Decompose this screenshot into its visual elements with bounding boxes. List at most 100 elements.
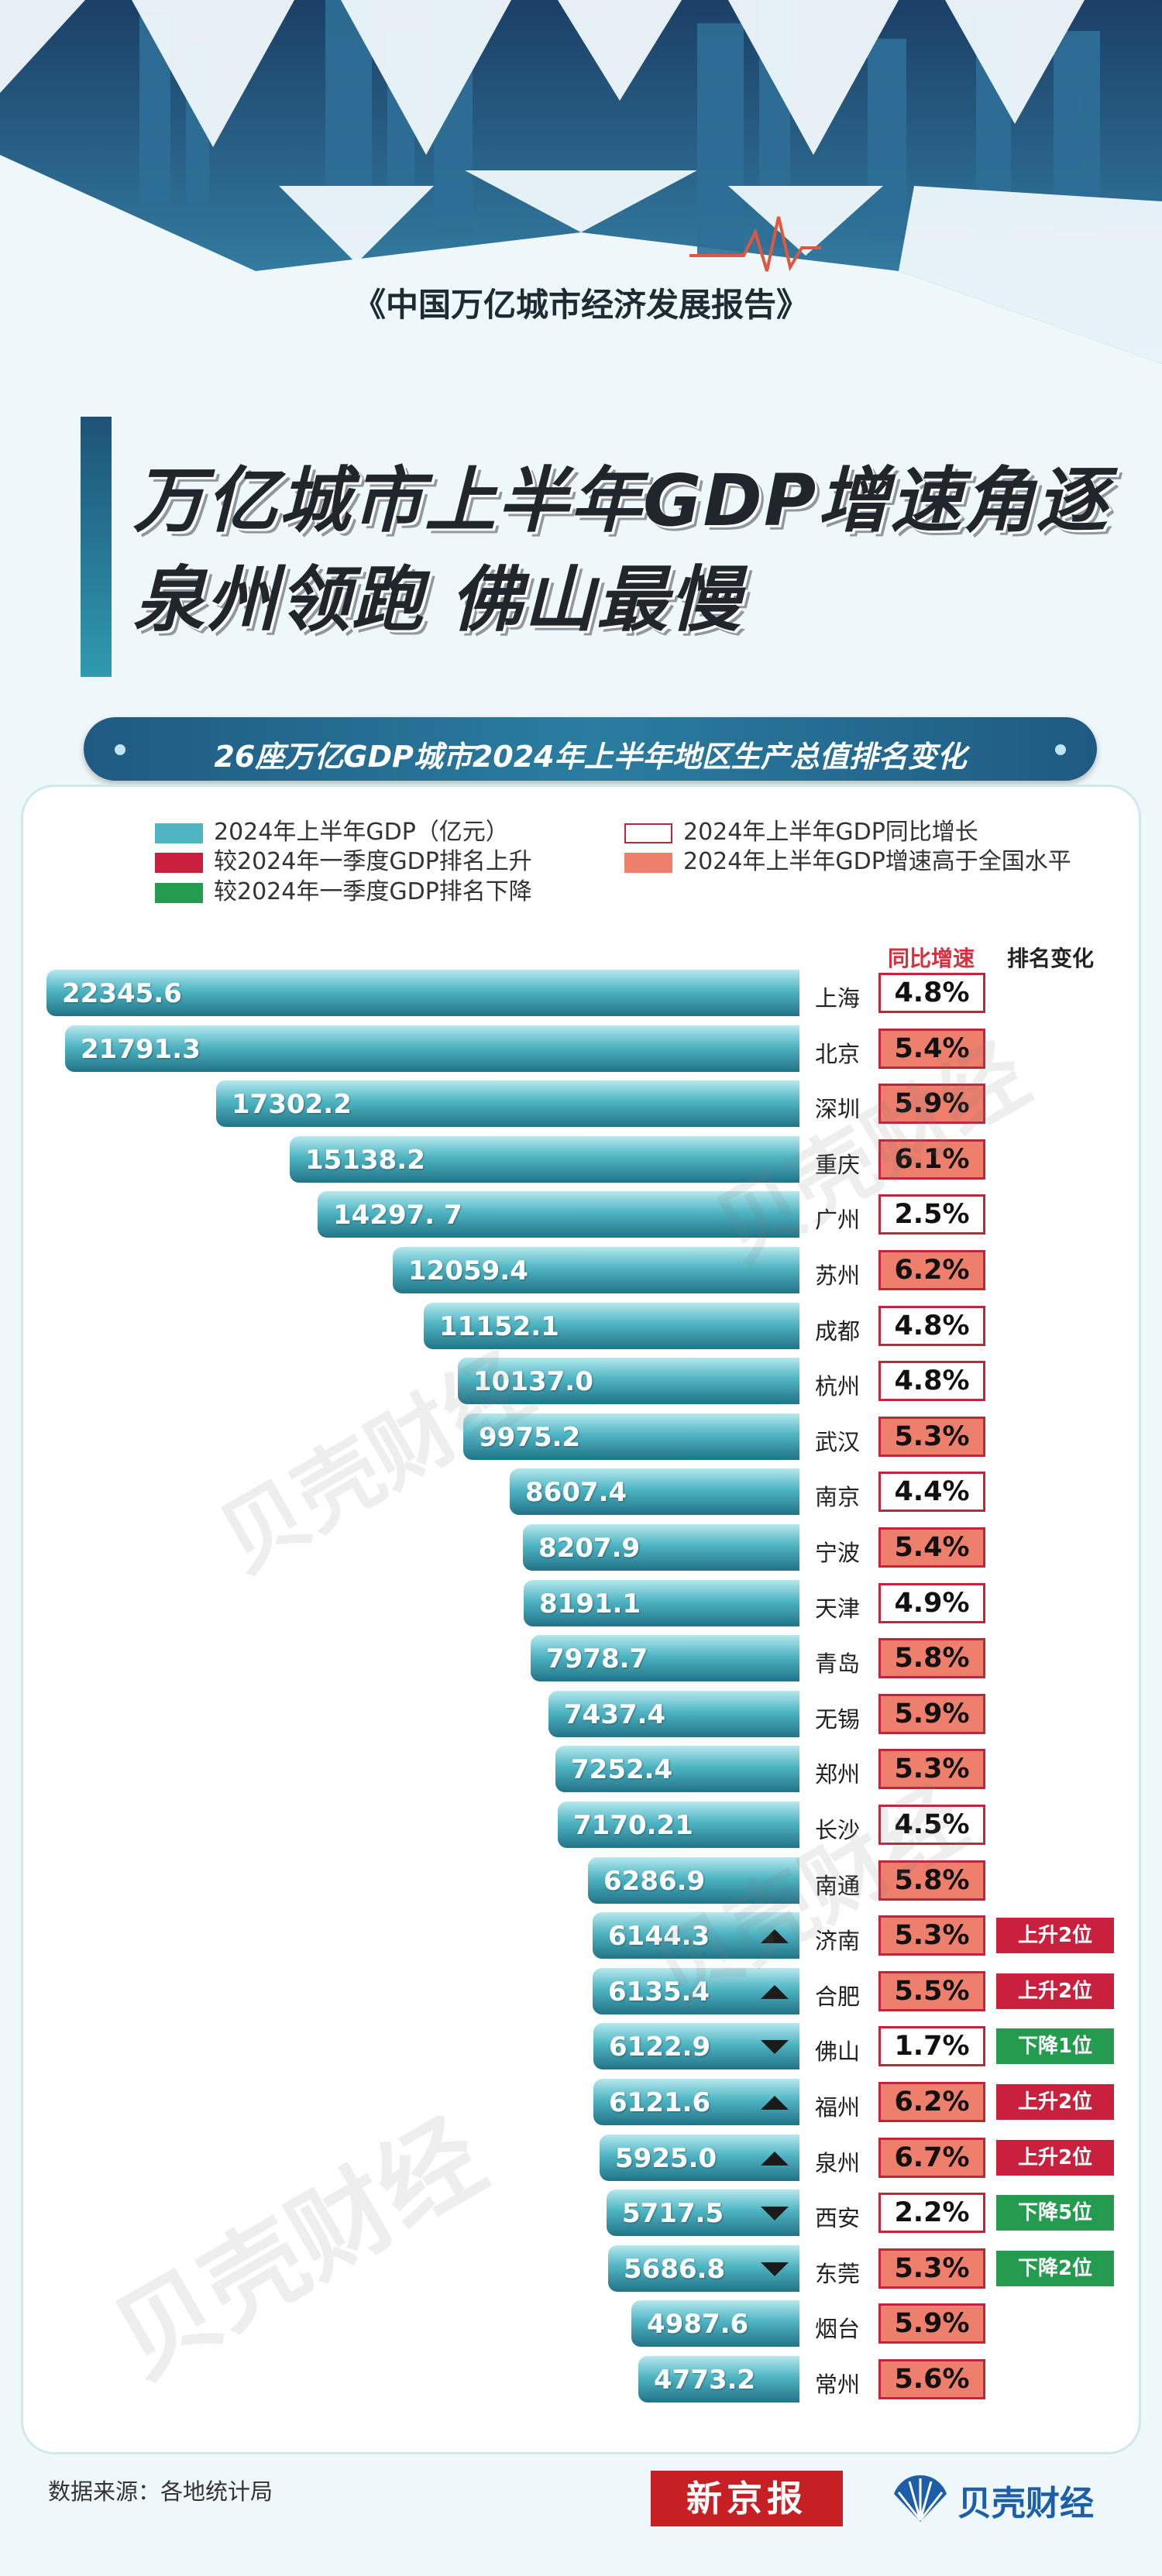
gdp-value-label: 7252.4 <box>571 1754 673 1785</box>
bar-row: 15138.2 重庆 6.1% <box>0 1136 1162 1183</box>
gdp-value-label: 7170.21 <box>573 1810 693 1841</box>
triangle-down-icon <box>761 2207 789 2221</box>
rank-up-badge: 上升2位 <box>996 2140 1114 2176</box>
growth-rate-box: 5.4% <box>878 1527 985 1568</box>
triangle-up-icon <box>761 2152 789 2166</box>
growth-rate-box: 2.2% <box>878 2193 985 2233</box>
chart-subtitle: 26座万亿GDP城市2024年上半年地区生产总值排名变化 <box>214 740 967 774</box>
city-label: 东莞 <box>815 2261 861 2287</box>
gdp-value-label: 8607.4 <box>525 1477 627 1508</box>
gdp-bar <box>393 1247 799 1293</box>
gdp-bar <box>216 1080 799 1127</box>
city-label: 济南 <box>815 1928 861 1954</box>
bar-row: 8207.9 宁波 5.4% <box>0 1524 1162 1571</box>
city-label: 南通 <box>815 1873 861 1899</box>
rank-down-badge: 下降5位 <box>996 2195 1114 2231</box>
gdp-value-label: 5925.0 <box>615 2143 717 2174</box>
triangle-up-icon <box>761 2096 789 2110</box>
gdp-value-label: 14297. 7 <box>333 1200 462 1231</box>
city-label: 福州 <box>815 2094 861 2121</box>
bar-row: 7252.4 郑州 5.3% <box>0 1746 1162 1792</box>
triangle-up-icon <box>761 1985 789 1999</box>
bar-row: 22345.6 上海 4.8% <box>0 970 1162 1016</box>
bar-row: 7170.21 长沙 4.5% <box>0 1801 1162 1848</box>
gdp-value-label: 8207.9 <box>538 1533 641 1564</box>
gdp-value-label: 6144.3 <box>608 1921 710 1952</box>
legend-label-growth-above: 2024年上半年GDP增速高于全国水平 <box>683 848 1071 875</box>
gdp-value-label: 6135.4 <box>608 1977 710 2008</box>
bar-row: 6286.9 南通 5.8% <box>0 1857 1162 1904</box>
legend-swatch-growth-above <box>624 853 672 873</box>
rank-down-badge: 下降2位 <box>996 2251 1114 2286</box>
bar-row: 4987.6 烟台 5.9% <box>0 2300 1162 2347</box>
rank-up-badge: 上升2位 <box>996 1918 1114 1953</box>
gdp-value-label: 10137.0 <box>473 1366 593 1397</box>
growth-rate-box: 5.9% <box>878 2303 985 2344</box>
city-label: 青岛 <box>815 1650 861 1677</box>
city-label: 南京 <box>815 1484 861 1510</box>
bar-row: 6121.6 福州 6.2% 上升2位 <box>0 2079 1162 2125</box>
growth-rate-box: 5.5% <box>878 1971 985 2011</box>
gdp-bar <box>463 1413 799 1460</box>
growth-rate-box: 5.3% <box>878 1749 985 1789</box>
legend-swatch-gdp <box>155 823 203 843</box>
bar-row: 12059.4 苏州 6.2% <box>0 1247 1162 1293</box>
legend-swatch-growth <box>624 823 672 843</box>
bar-row: 17302.2 深圳 5.9% <box>0 1080 1162 1127</box>
gdp-value-label: 9975.2 <box>479 1422 581 1453</box>
growth-rate-box: 4.4% <box>878 1472 985 1512</box>
growth-rate-box: 5.3% <box>878 1417 985 1457</box>
bar-row: 21791.3 北京 5.4% <box>0 1025 1162 1072</box>
gdp-value-label: 7437.4 <box>564 1699 666 1730</box>
gdp-value-label: 21791.3 <box>81 1034 201 1065</box>
gdp-bar <box>548 1691 799 1737</box>
gdp-value-label: 15138.2 <box>305 1145 425 1176</box>
gdp-bar <box>555 1746 799 1792</box>
bar-row: 6122.9 佛山 1.7% 下降1位 <box>0 2023 1162 2069</box>
rank-up-badge: 上升2位 <box>996 2084 1114 2120</box>
bar-row: 14297. 7 广州 2.5% <box>0 1191 1162 1238</box>
city-label: 宁波 <box>815 1540 861 1566</box>
city-label: 苏州 <box>815 1262 861 1289</box>
city-label: 广州 <box>815 1207 861 1233</box>
bar-row: 9975.2 武汉 5.3% <box>0 1413 1162 1460</box>
city-label: 佛山 <box>815 2038 861 2065</box>
rank-up-badge: 上升2位 <box>996 1973 1114 2009</box>
city-label: 上海 <box>815 985 861 1012</box>
gdp-value-label: 11152.1 <box>439 1311 559 1342</box>
growth-rate-box: 6.2% <box>878 1250 985 1290</box>
legend-swatch-rank-up <box>155 853 203 873</box>
triangle-up-icon <box>761 1929 789 1943</box>
gdp-bar <box>65 1025 799 1072</box>
growth-rate-box: 4.8% <box>878 973 985 1013</box>
bar-row: 6144.3 济南 5.3% 上升2位 <box>0 1912 1162 1959</box>
city-label: 长沙 <box>815 1817 861 1843</box>
city-label: 武汉 <box>815 1429 861 1455</box>
bar-row: 8607.4 南京 4.4% <box>0 1468 1162 1515</box>
gdp-value-label: 6286.9 <box>603 1866 706 1897</box>
gdp-bar <box>290 1136 799 1183</box>
growth-rate-box: 5.9% <box>878 1084 985 1124</box>
bar-row: 11152.1 成都 4.8% <box>0 1303 1162 1349</box>
gdp-value-label: 4987.6 <box>647 2309 749 2340</box>
headline-line-2: 泉州领跑 佛山最慢 <box>133 558 743 641</box>
rank-down-badge: 下降1位 <box>996 2028 1114 2064</box>
growth-rate-box: 6.1% <box>878 1139 985 1180</box>
gdp-bar <box>318 1191 799 1238</box>
bar-row: 5686.8 东莞 5.3% 下降2位 <box>0 2245 1162 2292</box>
gdp-bar <box>524 1580 799 1626</box>
growth-rate-box: 5.8% <box>878 1860 985 1901</box>
data-source: 数据来源：各地统计局 <box>48 2478 273 2505</box>
growth-rate-box: 5.9% <box>878 1694 985 1734</box>
gdp-bar <box>531 1635 799 1681</box>
bar-row: 4773.2 常州 5.6% <box>0 2356 1162 2403</box>
xinjingbao-logo: 新京报 <box>651 2471 843 2526</box>
triangle-down-icon <box>761 2040 789 2054</box>
gdp-bar <box>510 1468 799 1515</box>
pulse-line-icon <box>689 216 821 272</box>
xinjingbao-logo-text: 新京报 <box>686 2478 807 2519</box>
beike-logo-text: 贝壳财经 <box>957 2484 1094 2523</box>
city-label: 无锡 <box>815 1706 861 1733</box>
subtitle-pill: 26座万亿GDP城市2024年上半年地区生产总值排名变化 <box>84 717 1097 781</box>
gdp-value-label: 5686.8 <box>624 2254 726 2285</box>
